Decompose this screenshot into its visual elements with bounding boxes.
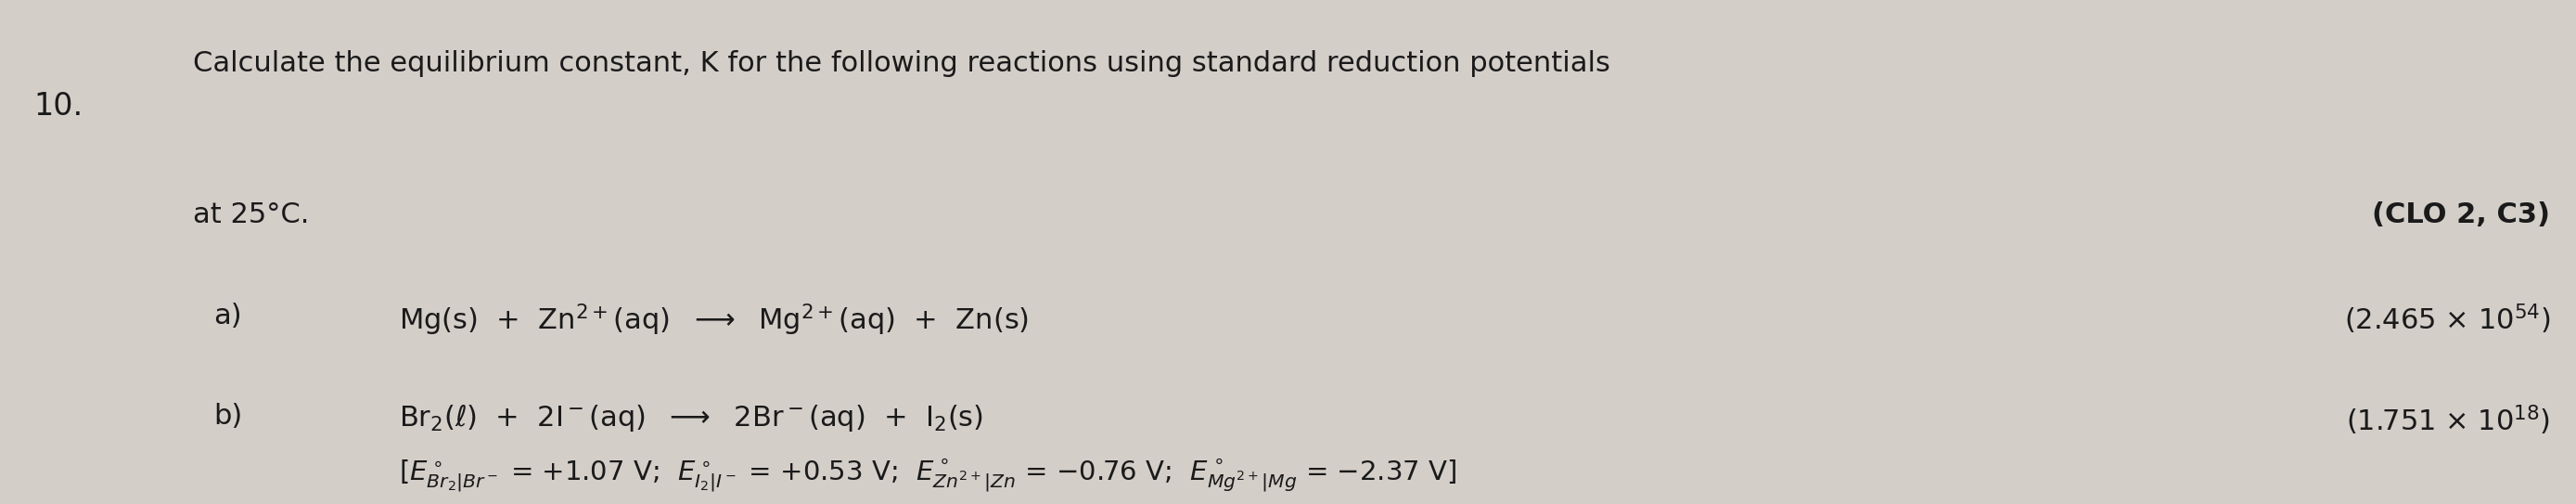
- Text: Mg(s)  +  Zn$^{2+}$(aq)  $\longrightarrow$  Mg$^{2+}$(aq)  +  Zn(s): Mg(s) + Zn$^{2+}$(aq) $\longrightarrow$ …: [399, 302, 1030, 338]
- Text: (2.465 $\times$ 10$^{54}$): (2.465 $\times$ 10$^{54}$): [2344, 302, 2550, 336]
- Text: (1.751 $\times$ 10$^{18}$): (1.751 $\times$ 10$^{18}$): [2347, 403, 2550, 437]
- Text: 10.: 10.: [33, 91, 82, 121]
- Text: Br$_2$($\ell$)  +  2I$^-$(aq)  $\longrightarrow$  2Br$^-$(aq)  +  I$_2$(s): Br$_2$($\ell$) + 2I$^-$(aq) $\longrighta…: [399, 403, 984, 434]
- Text: a): a): [214, 302, 242, 329]
- Text: Calculate the equilibrium constant, K for the following reactions using standard: Calculate the equilibrium constant, K fo…: [193, 50, 1610, 77]
- Text: at 25°C.: at 25°C.: [193, 202, 309, 228]
- Text: (CLO 2, C3): (CLO 2, C3): [2372, 202, 2550, 228]
- Text: [$E^\circ_{Br_2|Br^-}$ = +1.07 V;  $E^\circ_{I_2|I^-}$ = +0.53 V;  $E^\circ_{Zn^: [$E^\circ_{Br_2|Br^-}$ = +1.07 V; $E^\ci…: [399, 457, 1458, 494]
- Text: b): b): [214, 403, 242, 430]
